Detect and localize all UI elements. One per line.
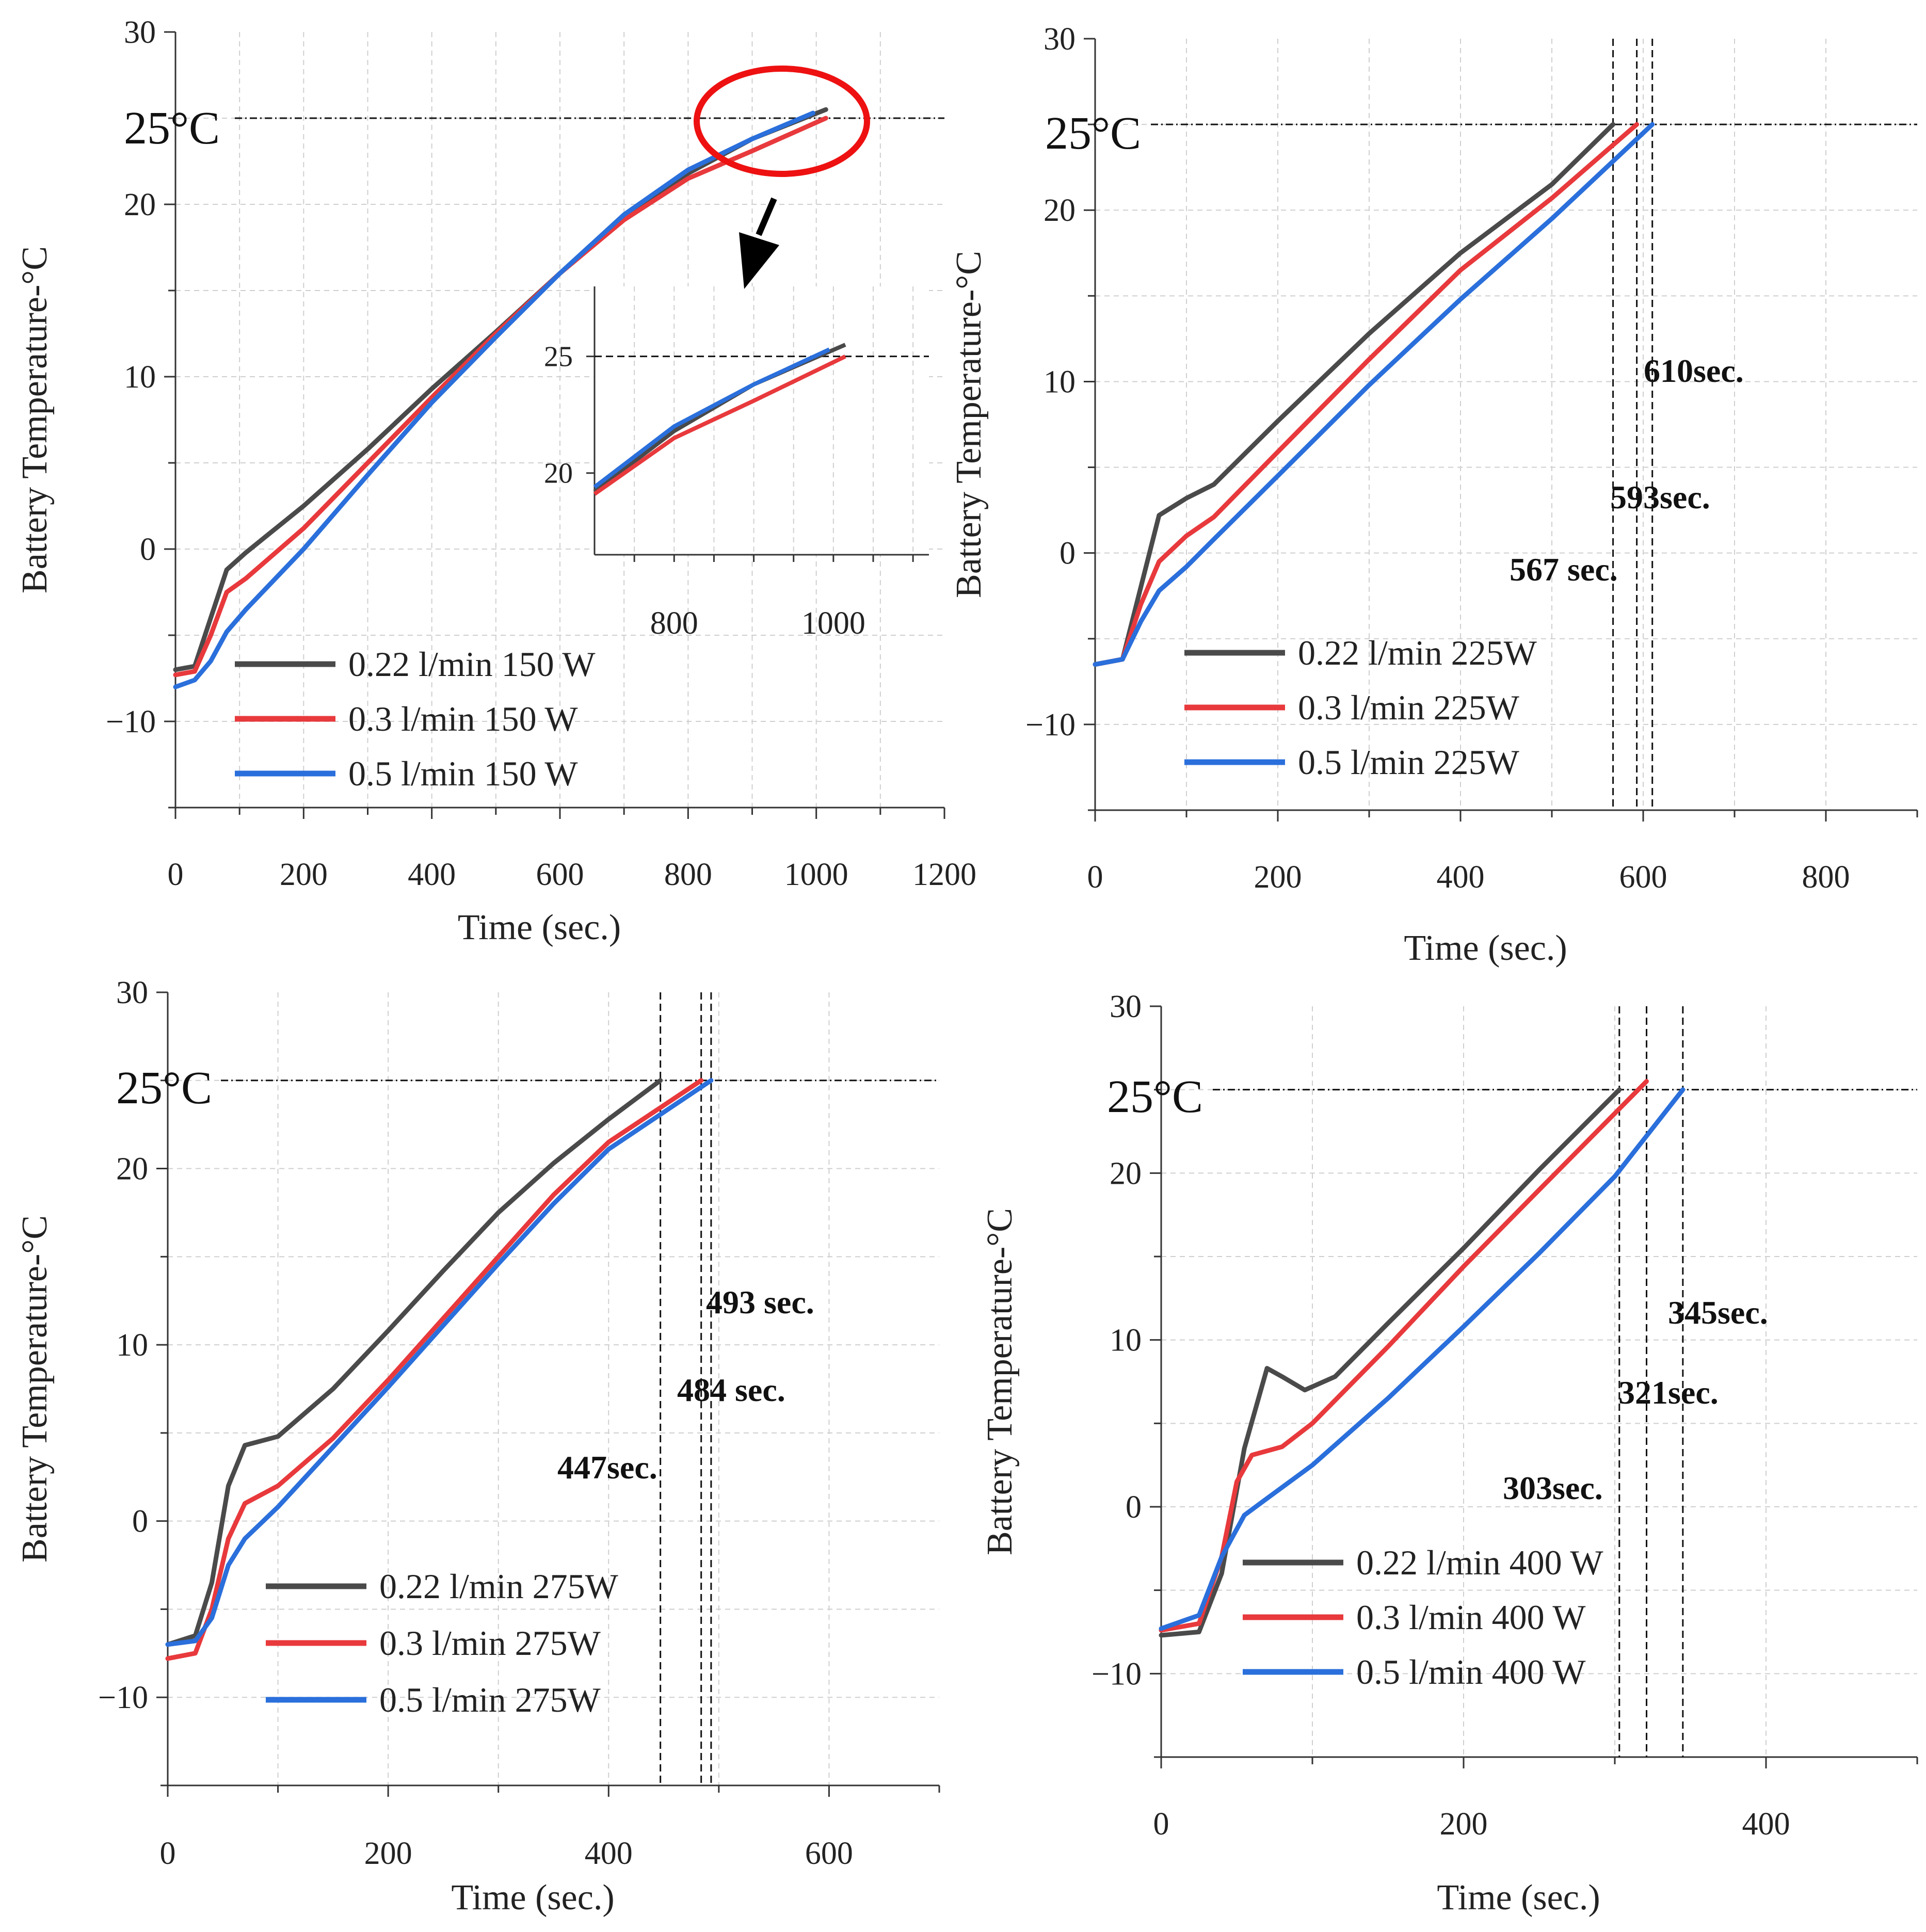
x-tick-label: 200 [364, 1836, 412, 1871]
x-tick-label: 400 [408, 857, 456, 892]
inset-y-tick-label: 25 [544, 341, 573, 373]
y-tick-label: −10 [106, 704, 156, 739]
zoom-inset: 800 1000 20 25 [544, 286, 929, 641]
threshold-label: 25°C [124, 103, 220, 154]
y-tick-label: 10 [1044, 364, 1076, 399]
x-tick-label: 600 [1619, 860, 1667, 895]
time-annotation: 345sec. [1668, 1294, 1768, 1331]
y-tick-label: 30 [116, 975, 148, 1010]
highlight-ellipse [694, 66, 870, 177]
y-tick-label: 30 [1044, 22, 1076, 57]
x-tick-label: 200 [280, 857, 328, 892]
y-tick-label: 0 [1126, 1490, 1142, 1525]
series-line [173, 116, 828, 678]
y-tick-label: 30 [1110, 989, 1142, 1024]
x-axis-title: Time (sec.) [458, 908, 621, 947]
x-axis-title: Time (sec.) [1404, 928, 1567, 968]
y-tick-label: 0 [1060, 536, 1076, 571]
chart-400w: −10 0 10 20 30 0 200 400 Time (sec.) Battery Temp… [980, 989, 1918, 1918]
x-tick-label: 600 [805, 1836, 853, 1871]
y-tick-label: 30 [124, 15, 156, 50]
y-axis-title: Battery Temperature-°C [15, 1215, 55, 1563]
time-annotation: 567 sec. [1510, 551, 1618, 588]
y-tick-label: 0 [132, 1504, 148, 1539]
x-tick-label: 200 [1254, 860, 1302, 895]
y-tick-label: 20 [116, 1152, 148, 1187]
series-line [1093, 122, 1655, 667]
legend-label: 0.3 l/min 225W [1298, 688, 1520, 727]
legend-label: 0.3 l/min 400 W [1356, 1598, 1586, 1637]
x-tick-label: 0 [1087, 860, 1103, 895]
x-tick-label: 600 [536, 857, 584, 892]
time-annotation: 484 sec. [677, 1372, 785, 1408]
y-tick-label: 20 [1110, 1156, 1142, 1191]
y-tick-label: 10 [116, 1328, 148, 1363]
time-annotation: 447sec. [557, 1449, 657, 1486]
threshold-label: 25°C [116, 1062, 212, 1114]
legend-label: 0.5 l/min 150 W [348, 754, 578, 793]
series-line [1093, 122, 1616, 667]
series-line [1159, 1087, 1622, 1638]
time-annotation: 321sec. [1618, 1374, 1719, 1411]
zoom-arrow-head [739, 232, 779, 289]
time-annotation: 610sec. [1644, 352, 1744, 389]
series-line [173, 110, 815, 689]
inset-x-tick-label: 800 [650, 606, 698, 641]
x-tick-label: 0 [168, 857, 184, 892]
legend-label: 0.5 l/min 400 W [1356, 1652, 1586, 1692]
time-annotation: 493 sec. [706, 1284, 814, 1321]
x-tick-label: 800 [664, 857, 712, 892]
x-tick-label: 400 [1437, 860, 1485, 895]
inset-series-line [593, 355, 846, 496]
legend-label: 0.5 l/min 225W [1298, 743, 1520, 782]
threshold-label: 25°C [1045, 108, 1141, 159]
series-line [165, 1078, 714, 1647]
y-tick-label: 10 [124, 360, 156, 395]
threshold-label: 25°C [1107, 1071, 1203, 1122]
x-tick-label: 200 [1440, 1807, 1488, 1842]
inset-background [595, 286, 929, 555]
y-tick-label: 0 [140, 532, 156, 567]
y-tick-label: 10 [1110, 1323, 1142, 1358]
legend-label: 0.3 l/min 275W [379, 1623, 601, 1663]
y-tick-label: −10 [98, 1680, 148, 1715]
legend-label: 0.22 l/min 275W [379, 1567, 619, 1606]
inset-x-tick-label: 1000 [801, 606, 865, 641]
y-axis-title: Battery Temperature-°C [15, 246, 55, 593]
series-line [1093, 122, 1640, 667]
x-tick-label: 0 [1153, 1807, 1169, 1842]
chart-225w: −10 0 10 20 30 0 200 400 600 800 Time (sec.) Batter… [949, 22, 1918, 968]
time-annotation: 593sec. [1610, 479, 1710, 516]
time-annotation: 303sec. [1503, 1470, 1603, 1506]
series-line [165, 1078, 663, 1647]
legend-label: 0.22 l/min 225W [1298, 633, 1537, 672]
series-line [173, 107, 828, 672]
x-tick-label: 1000 [784, 857, 848, 892]
y-tick-label: −10 [1092, 1656, 1142, 1692]
x-tick-label: 1200 [912, 857, 976, 892]
legend-label: 0.22 l/min 150 W [348, 645, 596, 684]
inset-y-tick-label: 20 [544, 458, 573, 490]
x-tick-label: 400 [1742, 1807, 1790, 1842]
y-tick-label: 20 [1044, 193, 1076, 228]
x-tick-label: 400 [585, 1836, 633, 1871]
y-tick-label: 20 [124, 187, 156, 222]
x-axis-title: Time (sec.) [1437, 1878, 1600, 1918]
x-tick-label: 0 [160, 1836, 176, 1871]
y-axis-title: Battery Temperature-°C [980, 1208, 1020, 1555]
y-tick-label: −10 [1025, 707, 1076, 743]
y-axis-title: Battery Temperature-°C [949, 251, 989, 598]
zoom-arrow-shaft [756, 197, 777, 236]
legend-label: 0.3 l/min 150 W [348, 699, 578, 738]
x-axis-title: Time (sec.) [451, 1878, 614, 1918]
chart-150w: −10 0 10 20 30 0 200 400 600 800 1000 1200 Time (sec… [15, 15, 976, 947]
series-line [165, 1078, 704, 1661]
chart-275w: −10 0 10 20 30 0 200 400 600 Time (sec.) Battery T… [15, 975, 940, 1918]
series-line [1159, 1087, 1686, 1631]
legend-label: 0.22 l/min 400 W [1356, 1543, 1603, 1582]
inset-series-line [593, 347, 830, 489]
x-tick-label: 800 [1802, 860, 1850, 895]
legend-label: 0.5 l/min 275W [379, 1680, 601, 1719]
